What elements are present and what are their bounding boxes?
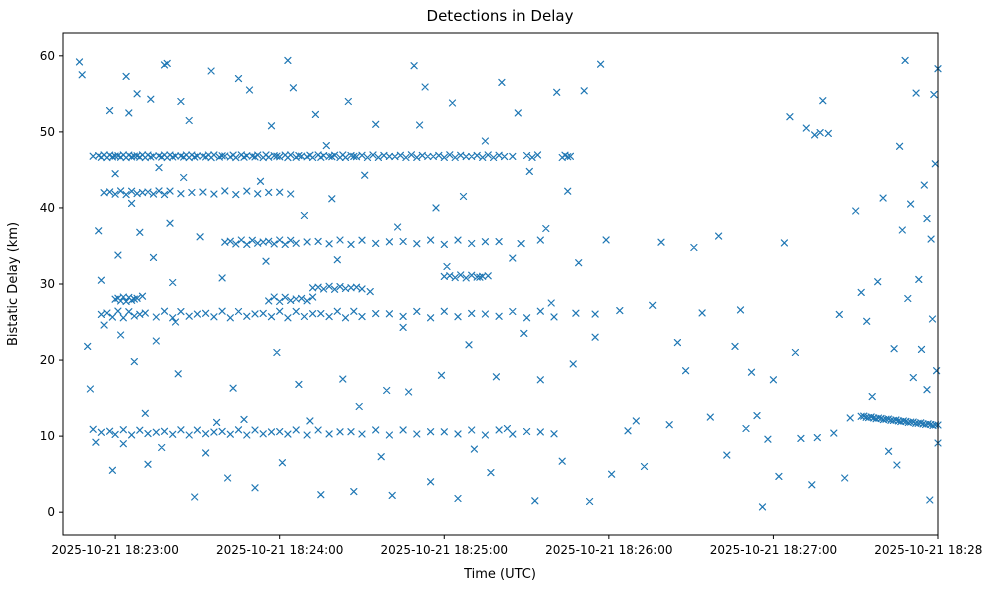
x-tick-label: 2025-10-21 18:26:00 (545, 543, 672, 557)
axes: 2025-10-21 18:23:00 2025-10-21 18:24:00 20… (40, 49, 983, 557)
y-tick-label: 60 (40, 49, 55, 63)
x-axis-label: Time (UTC) (463, 567, 536, 582)
y-tick-label: 40 (40, 201, 55, 215)
y-tick-label: 0 (47, 505, 55, 519)
y-tick-label: 10 (40, 429, 55, 443)
x-tick-label: 2025-10-21 18:23:00 (51, 543, 178, 557)
x-tick-label: 2025-10-21 18:25:00 (381, 543, 508, 557)
plot-area (63, 33, 938, 535)
y-axis-label: Bistatic Delay (km) (6, 222, 21, 346)
x-tick-label: 2025-10-21 18:24:00 (216, 543, 343, 557)
y-tick-label: 30 (40, 277, 55, 291)
y-tick-label: 50 (40, 125, 55, 139)
plot-content (75, 56, 942, 511)
detection-markers (75, 56, 942, 511)
chart-title: Detections in Delay (427, 7, 574, 25)
x-tick-label: 2025-10-21 18:27:00 (710, 543, 837, 557)
y-tick-label: 20 (40, 353, 55, 367)
x-tick-label: 2025-10-21 18:28:00 (874, 543, 983, 557)
